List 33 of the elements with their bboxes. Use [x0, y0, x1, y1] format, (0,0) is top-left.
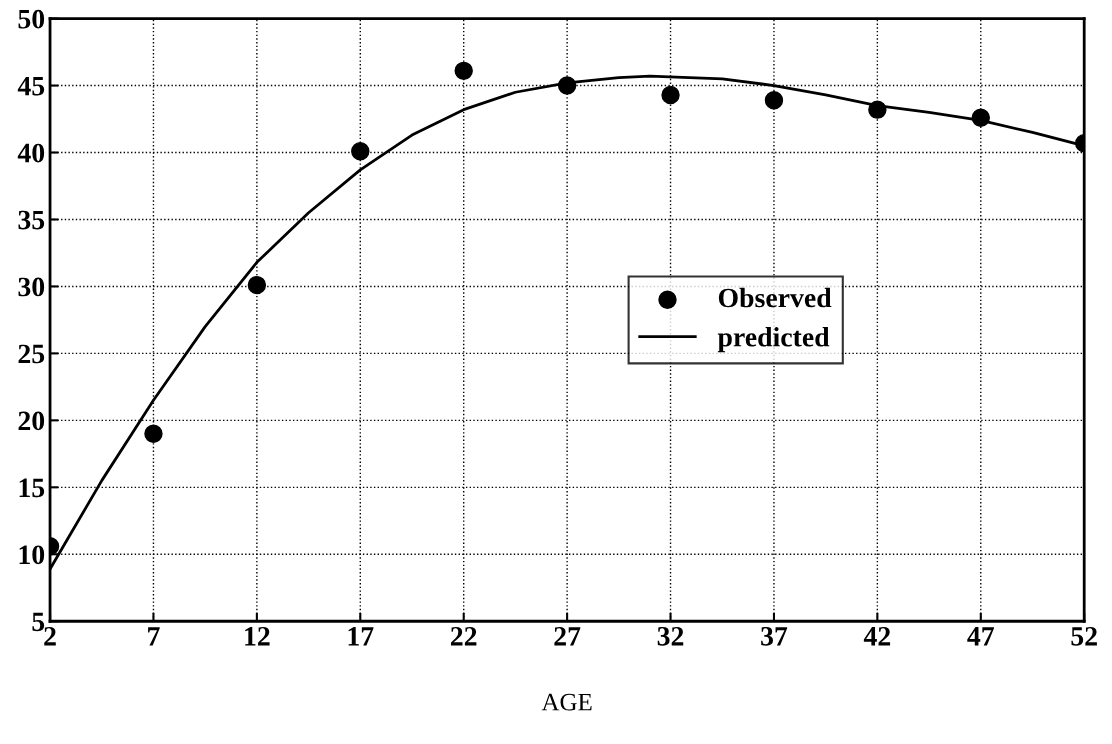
- y-tick-label: 35: [18, 210, 45, 230]
- x-tick-label: 17: [348, 627, 374, 646]
- x-axis-title: AGE: [541, 693, 592, 711]
- y-tick-label: 20: [18, 411, 45, 431]
- point: [661, 85, 680, 105]
- point: [557, 76, 577, 95]
- y-tick-label: 50: [18, 9, 45, 29]
- y-tick-label: 45: [17, 76, 45, 96]
- legend-label: Observed: [718, 287, 832, 308]
- y-tick-label: 10: [19, 545, 45, 565]
- y-tick-label: 30: [18, 277, 45, 297]
- x-tick-label: 22: [450, 626, 477, 646]
- point: [454, 61, 473, 81]
- x-tick-label: 52: [1071, 626, 1097, 646]
- y-tick-label: 25: [18, 344, 45, 364]
- x-tick-label: 2: [44, 626, 56, 646]
- point: [144, 424, 163, 443]
- point: [868, 100, 887, 119]
- point: [971, 108, 990, 127]
- point: [764, 91, 784, 110]
- y-tick-label: 15: [19, 478, 45, 498]
- y-tick-label: 40: [17, 143, 45, 163]
- x-tick-label: 32: [657, 626, 684, 646]
- legend-label: predicted: [717, 327, 830, 353]
- x-tick-label: 27: [554, 626, 581, 646]
- x-tick-label: 42: [863, 626, 891, 646]
- point: [247, 275, 267, 295]
- x-tick-label: 37: [761, 626, 788, 646]
- x-tick-label: 7: [148, 627, 160, 646]
- x-tick-label: 47: [967, 627, 994, 646]
- y-tick-label: 5: [32, 612, 45, 632]
- x-tick-label: 12: [245, 626, 270, 646]
- point: [351, 141, 370, 161]
